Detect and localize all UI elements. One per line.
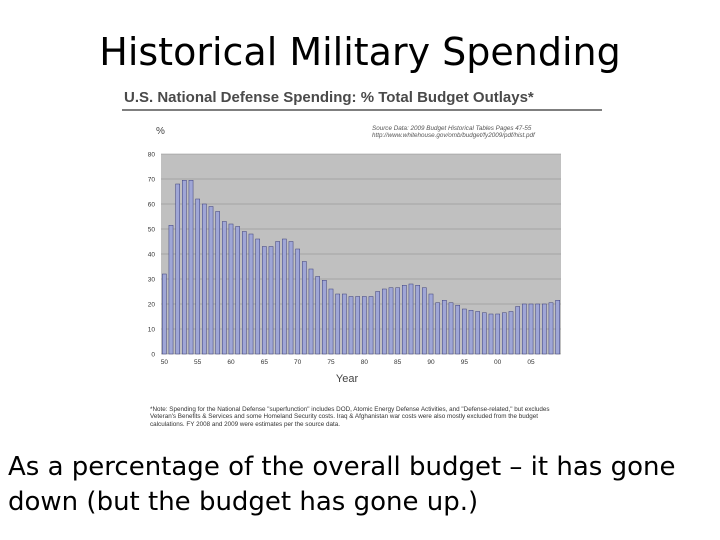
bar-1993 xyxy=(448,302,454,355)
x-tick-labels: 50 55 60 65 70 75 80 85 90 95 00 05 xyxy=(161,359,535,366)
bar-1981 xyxy=(368,296,374,355)
x-tick-label: 00 xyxy=(494,359,502,366)
bar-2004 xyxy=(522,303,527,355)
bar-1975 xyxy=(328,288,334,355)
y-tick-label: 50 xyxy=(148,227,156,234)
bar-1994 xyxy=(455,305,460,355)
bar-1970 xyxy=(295,248,300,355)
source-line-1: Source Data: 2009 Budget Historical Tabl… xyxy=(372,125,532,132)
bar-1988 xyxy=(415,285,420,355)
title-divider xyxy=(122,109,602,111)
y-tick-label: 80 xyxy=(148,152,156,159)
bar-1967 xyxy=(275,241,280,355)
bar-1991 xyxy=(435,302,440,355)
y-tick-label: 20 xyxy=(148,302,156,309)
bar-1985 xyxy=(395,287,400,355)
bar-1969 xyxy=(288,241,294,355)
bar-1999 xyxy=(488,313,494,355)
bar-1984 xyxy=(388,287,394,355)
slide-caption: As a percentage of the overall budget – … xyxy=(8,452,676,517)
bar-2009 xyxy=(555,300,560,355)
bar-2006 xyxy=(535,303,540,355)
bar-2008 xyxy=(548,302,554,355)
bar-1966 xyxy=(268,246,274,355)
bar-1982 xyxy=(375,291,380,355)
x-tick-label: 75 xyxy=(327,359,335,366)
y-tick-label: 30 xyxy=(148,277,156,284)
bar-1974 xyxy=(322,280,327,355)
bar-1979 xyxy=(355,296,360,355)
bar-1998 xyxy=(482,312,487,355)
bar-2007 xyxy=(542,303,547,355)
bar-1995 xyxy=(462,308,467,355)
bar-1983 xyxy=(382,288,387,355)
bar-1972 xyxy=(308,268,314,355)
bar-1951 xyxy=(168,225,174,355)
bar-1987 xyxy=(408,283,414,355)
bar-2000 xyxy=(495,313,500,355)
x-tick-label: 95 xyxy=(461,359,469,366)
bar-2005 xyxy=(528,303,534,355)
bar-1978 xyxy=(348,296,354,355)
bar-1956 xyxy=(202,203,207,355)
x-tick-label: 50 xyxy=(161,359,169,366)
bar-1952 xyxy=(175,183,180,355)
bar-1986 xyxy=(402,285,407,355)
bar-1989 xyxy=(422,287,427,355)
x-tick-label: 05 xyxy=(527,359,535,366)
bar-1953 xyxy=(182,180,187,355)
bar-1992 xyxy=(442,300,447,355)
slide-title: Historical Military Spending xyxy=(99,30,621,74)
bar-1997 xyxy=(475,311,480,355)
bar-1954 xyxy=(188,180,194,355)
x-tick-label: 65 xyxy=(261,359,269,366)
chart-title: U.S. National Defense Spending: % Total … xyxy=(124,89,534,106)
x-tick-label: 55 xyxy=(194,359,202,366)
bar-1976 xyxy=(335,293,340,355)
bar-2001 xyxy=(502,312,507,355)
bar-1977 xyxy=(342,293,347,355)
x-tick-label: 60 xyxy=(227,359,235,366)
y-tick-label: 70 xyxy=(148,177,156,184)
bar-2002 xyxy=(508,311,514,355)
bar-1950 xyxy=(162,273,167,355)
y-tick-label: 60 xyxy=(148,202,156,209)
chart-svg: % 0 10 20 30 40 50 60 70 80 50 55 60 65 70 75 80 85 90 95… xyxy=(148,125,561,385)
bar-1955 xyxy=(195,198,200,355)
x-tick-label: 80 xyxy=(361,359,369,366)
x-tick-label: 85 xyxy=(394,359,402,366)
bar-1957 xyxy=(208,206,214,355)
bar-1996 xyxy=(468,310,474,355)
y-axis-label: % xyxy=(156,126,165,137)
bar-1963 xyxy=(248,233,254,355)
y-tick-label: 0 xyxy=(151,352,155,359)
bar-1990 xyxy=(428,293,434,355)
bar-1965 xyxy=(262,246,267,355)
bar-1961 xyxy=(235,226,240,355)
chart-note: *Note: Spending for the National Defense… xyxy=(150,406,550,428)
bars xyxy=(162,180,560,355)
x-tick-label: 90 xyxy=(427,359,435,366)
x-tick-label: 70 xyxy=(294,359,302,366)
x-axis-label: Year xyxy=(336,373,359,385)
gridlines xyxy=(161,153,561,355)
bar-2003 xyxy=(515,306,520,355)
y-tick-labels: 0 10 20 30 40 50 60 70 80 xyxy=(148,152,156,359)
bar-1980 xyxy=(362,296,367,355)
bar-1964 xyxy=(255,238,260,355)
bar-1960 xyxy=(228,223,234,355)
bar-1959 xyxy=(222,221,227,355)
bar-1973 xyxy=(315,276,320,355)
bar-1958 xyxy=(215,211,220,355)
chart-figure: U.S. National Defense Spending: % Total … xyxy=(118,86,608,436)
y-tick-label: 40 xyxy=(148,252,156,259)
bar-1962 xyxy=(242,231,247,355)
bar-1971 xyxy=(302,261,307,355)
source-line-2: http://www.whitehouse.gov/omb/budget/fy2… xyxy=(372,132,536,139)
y-tick-label: 10 xyxy=(148,327,156,334)
bar-1968 xyxy=(282,238,287,355)
